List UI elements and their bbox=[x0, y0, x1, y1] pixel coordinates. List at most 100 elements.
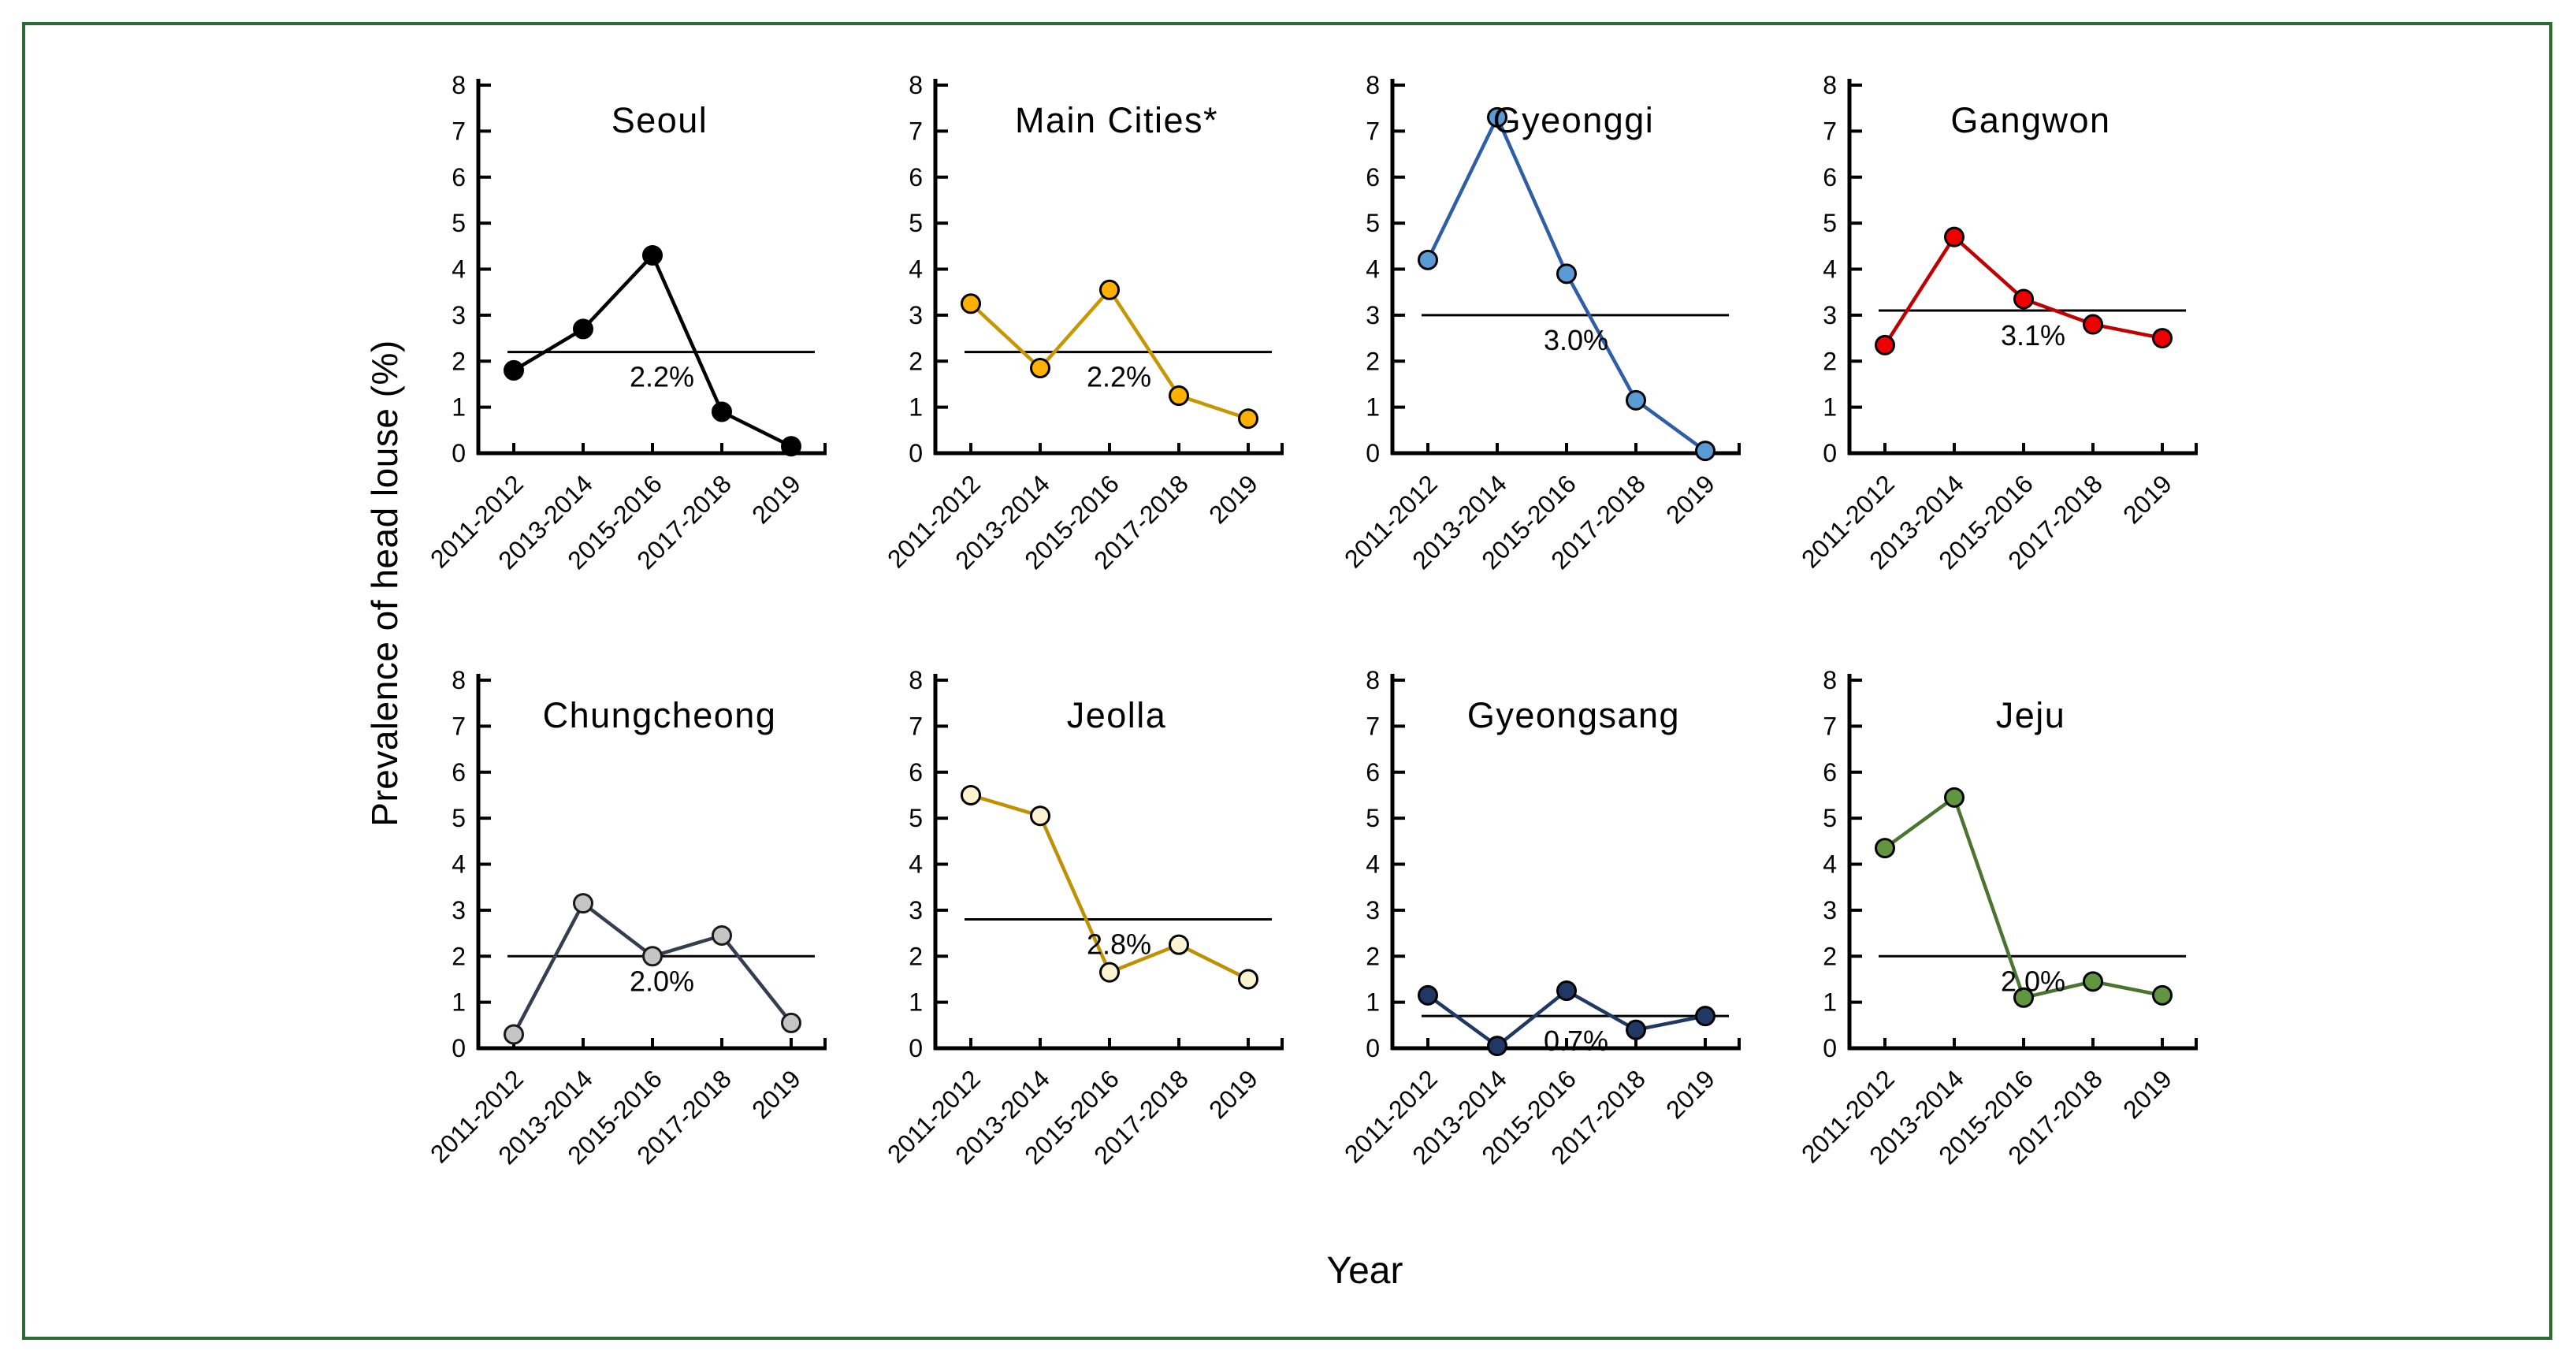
data-point bbox=[1030, 805, 1050, 827]
data-point bbox=[961, 293, 981, 314]
data-point bbox=[1487, 1036, 1507, 1057]
data-point bbox=[1944, 787, 1965, 808]
mean-line-label: 3.1% bbox=[2001, 319, 2065, 352]
data-point bbox=[1487, 106, 1507, 128]
data-point bbox=[781, 436, 801, 457]
y-tick-label: 8 bbox=[909, 666, 923, 694]
data-point bbox=[712, 401, 732, 422]
subplot-4: 0 1 2 3 4 5 6 7 8 2011-2012 2013-2014 2015-2016 2017… bbox=[1790, 69, 2247, 582]
x-tick-label: 2019 bbox=[1203, 469, 1263, 529]
data-point bbox=[2083, 314, 2103, 335]
chart-jeju: 0123456782011-20122013-20142015-20162017… bbox=[1796, 666, 2198, 1170]
chart-title: Main Cities* bbox=[1015, 100, 1218, 140]
mean-line-label: 3.0% bbox=[1544, 324, 1608, 356]
chart-gyeonggi: 0123456782011-20122013-20142015-20162017… bbox=[1339, 71, 1741, 575]
data-point bbox=[2013, 987, 2034, 1008]
subplot-8: 0 1 2 3 4 5 6 7 8 2011-2012 2013-2014 2015-2016 2017… bbox=[1790, 664, 2247, 1177]
data-point bbox=[1099, 962, 1120, 983]
chart-gangwon: 0123456782011-20122013-20142015-20162017… bbox=[1796, 71, 2198, 575]
y-tick-label: 2 bbox=[452, 942, 466, 970]
y-tick-label: 8 bbox=[909, 71, 923, 99]
y-tick-label: 3 bbox=[1366, 301, 1380, 329]
y-tick-label: 4 bbox=[1823, 255, 1837, 284]
x-axis-title: Year bbox=[1326, 1250, 1403, 1292]
data-point bbox=[2013, 288, 2034, 310]
chart-jeolla: 0123456782011-20122013-20142015-20162017… bbox=[882, 666, 1284, 1170]
mean-line-label: 2.2% bbox=[630, 361, 694, 393]
chart-title: Gangwon bbox=[1950, 100, 2110, 140]
data-line bbox=[969, 288, 1249, 421]
data-point bbox=[504, 359, 524, 381]
x-tick-label: 2019 bbox=[746, 469, 806, 529]
y-tick-label: 0 bbox=[909, 1034, 923, 1062]
data-point bbox=[1418, 249, 1438, 270]
data-point bbox=[1875, 334, 1895, 355]
data-point bbox=[1030, 358, 1050, 379]
y-tick-label: 2 bbox=[909, 942, 923, 970]
y-tick-label: 7 bbox=[909, 117, 923, 145]
y-tick-label: 1 bbox=[1823, 988, 1837, 1017]
y-tick-label: 8 bbox=[1366, 666, 1380, 694]
x-tick-label: 2019 bbox=[2117, 469, 2177, 529]
data-point bbox=[2083, 971, 2103, 992]
y-tick-label: 1 bbox=[1366, 988, 1380, 1017]
y-axis-title: Prevalence of head louse (%) bbox=[364, 340, 405, 827]
y-tick-label: 7 bbox=[1366, 117, 1380, 145]
data-point bbox=[1238, 408, 1258, 430]
data-point bbox=[1099, 279, 1120, 300]
y-tick-label: 5 bbox=[452, 804, 466, 832]
data-point bbox=[1418, 984, 1438, 1006]
y-tick-label: 1 bbox=[452, 393, 466, 422]
data-point bbox=[1169, 385, 1189, 407]
data-point bbox=[961, 784, 981, 805]
y-tick-label: 1 bbox=[1366, 393, 1380, 422]
y-tick-label: 3 bbox=[909, 301, 923, 329]
data-point bbox=[1169, 934, 1189, 955]
chart-title: Gyeongsang bbox=[1467, 695, 1680, 735]
mean-line-label: 2.0% bbox=[630, 965, 694, 997]
subplot-7: 0 1 2 3 4 5 6 7 8 2011-2012 2013-2014 2015-2016 2017… bbox=[1333, 664, 1790, 1177]
y-tick-label: 0 bbox=[452, 1034, 466, 1062]
y-tick-label: 0 bbox=[1823, 1034, 1837, 1062]
data-point bbox=[573, 318, 593, 340]
y-tick-label: 6 bbox=[452, 758, 466, 787]
data-point bbox=[1695, 441, 1715, 462]
data-point bbox=[504, 1024, 524, 1045]
chart-chungcheong: 0123456782011-20122013-20142015-20162017… bbox=[425, 666, 827, 1170]
y-tick-label: 3 bbox=[452, 301, 466, 329]
subplot-3: 0 1 2 3 4 5 6 7 8 2011-2012 2013-2014 2015-2016 2017… bbox=[1333, 69, 1790, 582]
y-tick-label: 5 bbox=[1823, 804, 1837, 832]
y-tick-label: 5 bbox=[909, 804, 923, 832]
y-tick-label: 6 bbox=[1366, 758, 1380, 787]
y-tick-label: 6 bbox=[1823, 163, 1837, 192]
y-tick-label: 1 bbox=[909, 393, 923, 422]
data-point bbox=[1944, 226, 1965, 247]
y-tick-label: 2 bbox=[1366, 942, 1380, 970]
mean-line-label: 2.8% bbox=[1087, 928, 1151, 961]
y-tick-label: 4 bbox=[452, 850, 466, 879]
mean-line-label: 0.7% bbox=[1544, 1025, 1608, 1057]
data-point bbox=[1875, 838, 1895, 859]
y-tick-label: 5 bbox=[1823, 209, 1837, 237]
y-tick-label: 6 bbox=[1823, 758, 1837, 787]
data-point bbox=[1556, 980, 1577, 1002]
y-tick-label: 8 bbox=[1823, 71, 1837, 99]
y-tick-label: 4 bbox=[1366, 850, 1380, 879]
chart-title: Seoul bbox=[611, 100, 708, 140]
y-tick-label: 2 bbox=[909, 347, 923, 375]
y-tick-label: 6 bbox=[1366, 163, 1380, 192]
y-tick-label: 5 bbox=[1366, 209, 1380, 237]
y-tick-label: 3 bbox=[452, 896, 466, 924]
data-point bbox=[1695, 1006, 1715, 1027]
y-tick-label: 2 bbox=[452, 347, 466, 375]
data-point bbox=[1626, 389, 1646, 411]
y-tick-label: 1 bbox=[1823, 393, 1837, 422]
x-tick-label: 2019 bbox=[746, 1064, 806, 1124]
data-point bbox=[642, 244, 663, 266]
mean-line-label: 2.0% bbox=[2001, 965, 2065, 997]
y-tick-label: 7 bbox=[909, 712, 923, 740]
chart-gyeongsang: 0123456782011-20122013-20142015-20162017… bbox=[1339, 666, 1741, 1170]
data-point bbox=[642, 946, 663, 967]
y-tick-label: 4 bbox=[1823, 850, 1837, 879]
x-tick-label: 2019 bbox=[1660, 469, 1720, 529]
